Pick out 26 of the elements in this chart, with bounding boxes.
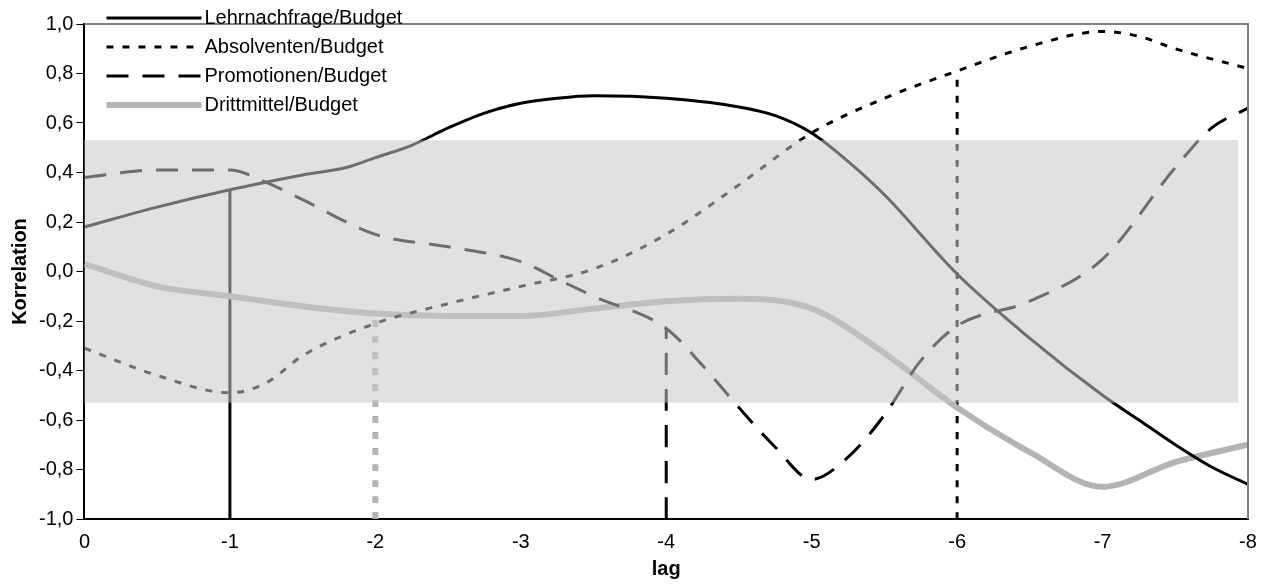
legend-label: Promotionen/Budget <box>204 63 388 86</box>
y-tick-label: 0,8 <box>45 61 74 84</box>
x-tick-label: -2 <box>366 529 385 552</box>
x-tick-label: -6 <box>948 529 967 552</box>
x-tick-label: -8 <box>1239 529 1257 552</box>
legend-label: Drittmittel/Budget <box>204 92 359 115</box>
legend-label: Absolventen/Budget <box>204 34 384 57</box>
y-tick-label: -0,4 <box>38 358 74 381</box>
x-tick-label: -4 <box>657 529 676 552</box>
y-tick-label: 0,2 <box>45 209 74 232</box>
y-tick-label: -1,0 <box>38 506 74 529</box>
y-tick-label: 0,0 <box>45 259 74 282</box>
y-tick-label: -0,2 <box>38 308 74 331</box>
y-axis-title: Korrelation <box>7 218 30 325</box>
x-tick-label: -3 <box>511 529 530 552</box>
y-tick-label: 0,6 <box>45 110 74 133</box>
y-tick-label: -0,8 <box>38 457 74 480</box>
x-tick-label: -5 <box>802 529 821 552</box>
y-tick-label: 1,0 <box>45 11 74 34</box>
y-tick-label: -0,6 <box>38 407 74 430</box>
legend-label: Lehrnachfrage/Budget <box>204 5 403 28</box>
x-tick-label: 0 <box>78 529 91 552</box>
y-tick-label: 0,4 <box>45 160 74 183</box>
x-axis-title: lag <box>651 556 681 579</box>
x-tick-label: -7 <box>1093 529 1112 552</box>
x-tick-label: -1 <box>221 529 239 552</box>
